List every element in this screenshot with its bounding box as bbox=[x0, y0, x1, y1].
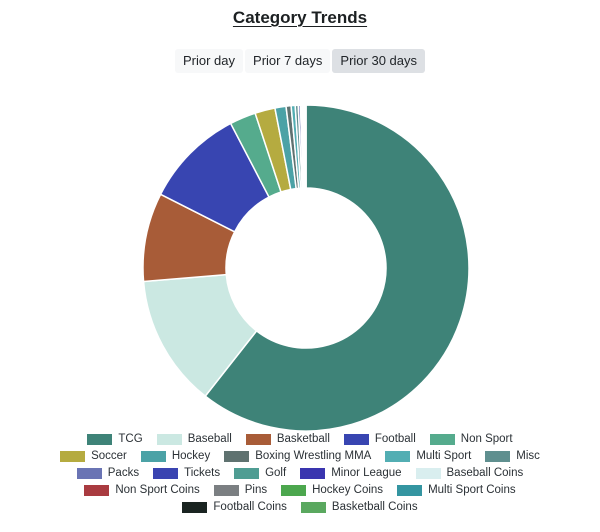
chart-legend: TCG Baseball Basketball Football Non Sport So… bbox=[50, 433, 550, 513]
legend-swatch bbox=[153, 467, 179, 479]
legend-swatch bbox=[60, 450, 86, 462]
legend-item-golf[interactable]: Golf bbox=[234, 467, 286, 479]
legend-label: Soccer bbox=[91, 450, 127, 462]
tab-prior-30-days[interactable]: Prior 30 days bbox=[332, 49, 425, 74]
legend-label: Hockey bbox=[171, 450, 211, 462]
legend-label: Boxing Wrestling MMA bbox=[255, 450, 372, 462]
legend-label: TCG bbox=[118, 433, 143, 445]
legend-item-basketball[interactable]: Basketball bbox=[245, 433, 330, 445]
legend-item-multi-sport[interactable]: Multi Sport bbox=[385, 450, 471, 462]
legend-swatch bbox=[76, 467, 102, 479]
legend-item-soccer[interactable]: Soccer bbox=[60, 450, 127, 462]
legend-item-packs[interactable]: Packs bbox=[76, 467, 140, 479]
legend-swatch bbox=[245, 433, 271, 445]
legend-item-baseball-coins[interactable]: Baseball Coins bbox=[415, 467, 524, 479]
legend-label: Pins bbox=[244, 484, 268, 496]
page-title: Category Trends bbox=[232, 8, 368, 27]
legend-item-football-coins[interactable]: Football Coins bbox=[182, 501, 287, 513]
legend-swatch bbox=[84, 484, 110, 496]
legend-swatch bbox=[415, 467, 441, 479]
legend-item-football[interactable]: Football bbox=[343, 433, 416, 445]
legend-label: Multi Sport bbox=[416, 450, 472, 462]
legend-swatch bbox=[397, 484, 423, 496]
legend-swatch bbox=[182, 501, 208, 513]
legend-swatch bbox=[224, 450, 250, 462]
legend-swatch bbox=[87, 433, 113, 445]
legend-swatch bbox=[281, 484, 307, 496]
legend-item-minor-league[interactable]: Minor League bbox=[300, 467, 402, 479]
legend-item-tickets[interactable]: Tickets bbox=[153, 467, 220, 479]
legend-swatch bbox=[429, 433, 455, 445]
legend-label: Baseball Coins bbox=[446, 467, 524, 479]
legend-label: Tickets bbox=[184, 467, 221, 479]
legend-label: Non Sport Coins bbox=[115, 484, 200, 496]
legend-label: Non Sport bbox=[460, 433, 513, 445]
legend-swatch bbox=[156, 433, 182, 445]
legend-label: Football Coins bbox=[213, 501, 287, 513]
pie-slice-tcg[interactable] bbox=[204, 104, 470, 432]
legend-swatch bbox=[300, 467, 326, 479]
legend-item-baseball[interactable]: Baseball bbox=[156, 433, 232, 445]
legend-swatch bbox=[343, 433, 369, 445]
donut-chart bbox=[136, 98, 476, 438]
legend-item-tcg[interactable]: TCG bbox=[87, 433, 143, 445]
legend-label: Hockey Coins bbox=[312, 484, 384, 496]
legend-label: Multi Sport Coins bbox=[428, 484, 516, 496]
legend-label: Basketball Coins bbox=[331, 501, 418, 513]
legend-label: Golf bbox=[265, 467, 287, 479]
period-tabs: Prior day Prior 7 days Prior 30 days bbox=[0, 49, 600, 74]
legend-swatch bbox=[300, 501, 326, 513]
legend-swatch bbox=[385, 450, 411, 462]
legend-label: Football bbox=[374, 433, 416, 445]
legend-label: Packs bbox=[107, 467, 140, 479]
legend-swatch bbox=[213, 484, 239, 496]
legend-item-multi-sport-coins[interactable]: Multi Sport Coins bbox=[397, 484, 516, 496]
legend-item-non-sport[interactable]: Non Sport bbox=[429, 433, 513, 445]
legend-swatch bbox=[485, 450, 511, 462]
legend-item-non-sport-coins[interactable]: Non Sport Coins bbox=[84, 484, 200, 496]
legend-label: Misc bbox=[516, 450, 540, 462]
legend-item-basketball-coins[interactable]: Basketball Coins bbox=[300, 501, 418, 513]
legend-item-hockey-coins[interactable]: Hockey Coins bbox=[281, 484, 383, 496]
legend-item-misc[interactable]: Misc bbox=[485, 450, 540, 462]
legend-label: Baseball bbox=[187, 433, 232, 445]
legend-label: Minor League bbox=[331, 467, 402, 479]
legend-item-pins[interactable]: Pins bbox=[213, 484, 268, 496]
tab-prior-day[interactable]: Prior day bbox=[175, 49, 244, 74]
legend-swatch bbox=[234, 467, 260, 479]
legend-swatch bbox=[140, 450, 166, 462]
legend-label: Basketball bbox=[276, 433, 330, 445]
tab-prior-7-days[interactable]: Prior 7 days bbox=[245, 49, 331, 74]
legend-item-hockey[interactable]: Hockey bbox=[140, 450, 211, 462]
legend-item-boxing-wrestling-mma[interactable]: Boxing Wrestling MMA bbox=[224, 450, 371, 462]
